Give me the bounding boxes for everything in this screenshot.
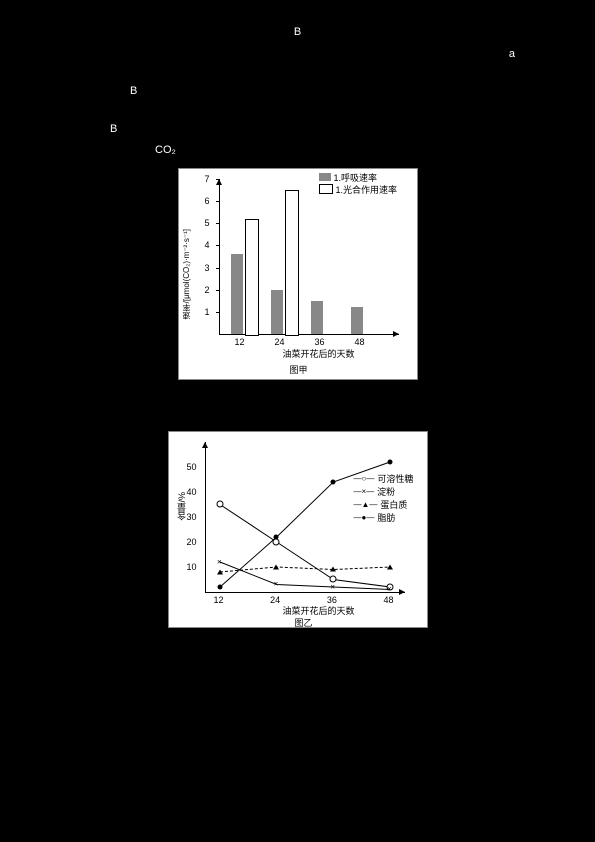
text-line-2: a [20,46,575,64]
y-tick: 4 [205,240,210,250]
x-tick: 48 [384,595,394,605]
bar [271,290,283,334]
bar-chart: 1234567 12243648 速率/[μmol(CO₂)·m⁻²·s⁻¹] … [178,168,418,380]
x-tick: 12 [235,337,245,347]
x-tick: 36 [315,337,325,347]
bar [245,219,259,336]
y-tick: 2 [205,285,210,295]
legend-item: —○—可溶性糖 [354,472,414,485]
y-tick: 10 [187,562,197,572]
y-axis-label-2: 含量/% [175,492,188,521]
text-line-1: B [20,24,575,42]
bar [231,254,243,334]
x-tick: 12 [214,595,224,605]
line-chart: ×××× 1020304050 12243648 含量/% 油菜开花后的天数 图… [168,431,428,628]
y-tick: 5 [205,218,210,228]
text-line-5: CO₂ [20,142,575,160]
x-tick: 48 [355,337,365,347]
y-tick: 50 [187,462,197,472]
y-tick: 40 [187,487,197,497]
bar [285,190,299,336]
chart-caption: 图甲 [279,363,319,376]
text-line-3: B [20,83,575,101]
y-tick: 20 [187,537,197,547]
bar [311,301,323,334]
y-tick: 30 [187,512,197,522]
chart-caption-2: 图乙 [284,616,324,629]
legend-item: —×—淀粉 [354,485,396,498]
text-line-4: B [20,121,575,139]
y-tick: 6 [205,196,210,206]
legend-item: —▲—蛋白质 [354,498,408,511]
x-axis-label: 油菜开花后的天数 [259,347,379,360]
y-tick: 3 [205,263,210,273]
y-axis-label: 速率/[μmol(CO₂)·m⁻²·s⁻¹] [181,229,192,319]
legend-photo: 1.光合作用速率 [319,183,398,196]
y-tick: 1 [205,307,210,317]
legend-item: —●—脂肪 [354,511,396,524]
y-tick: 7 [205,174,210,184]
x-tick: 24 [275,337,285,347]
bar [351,307,363,334]
